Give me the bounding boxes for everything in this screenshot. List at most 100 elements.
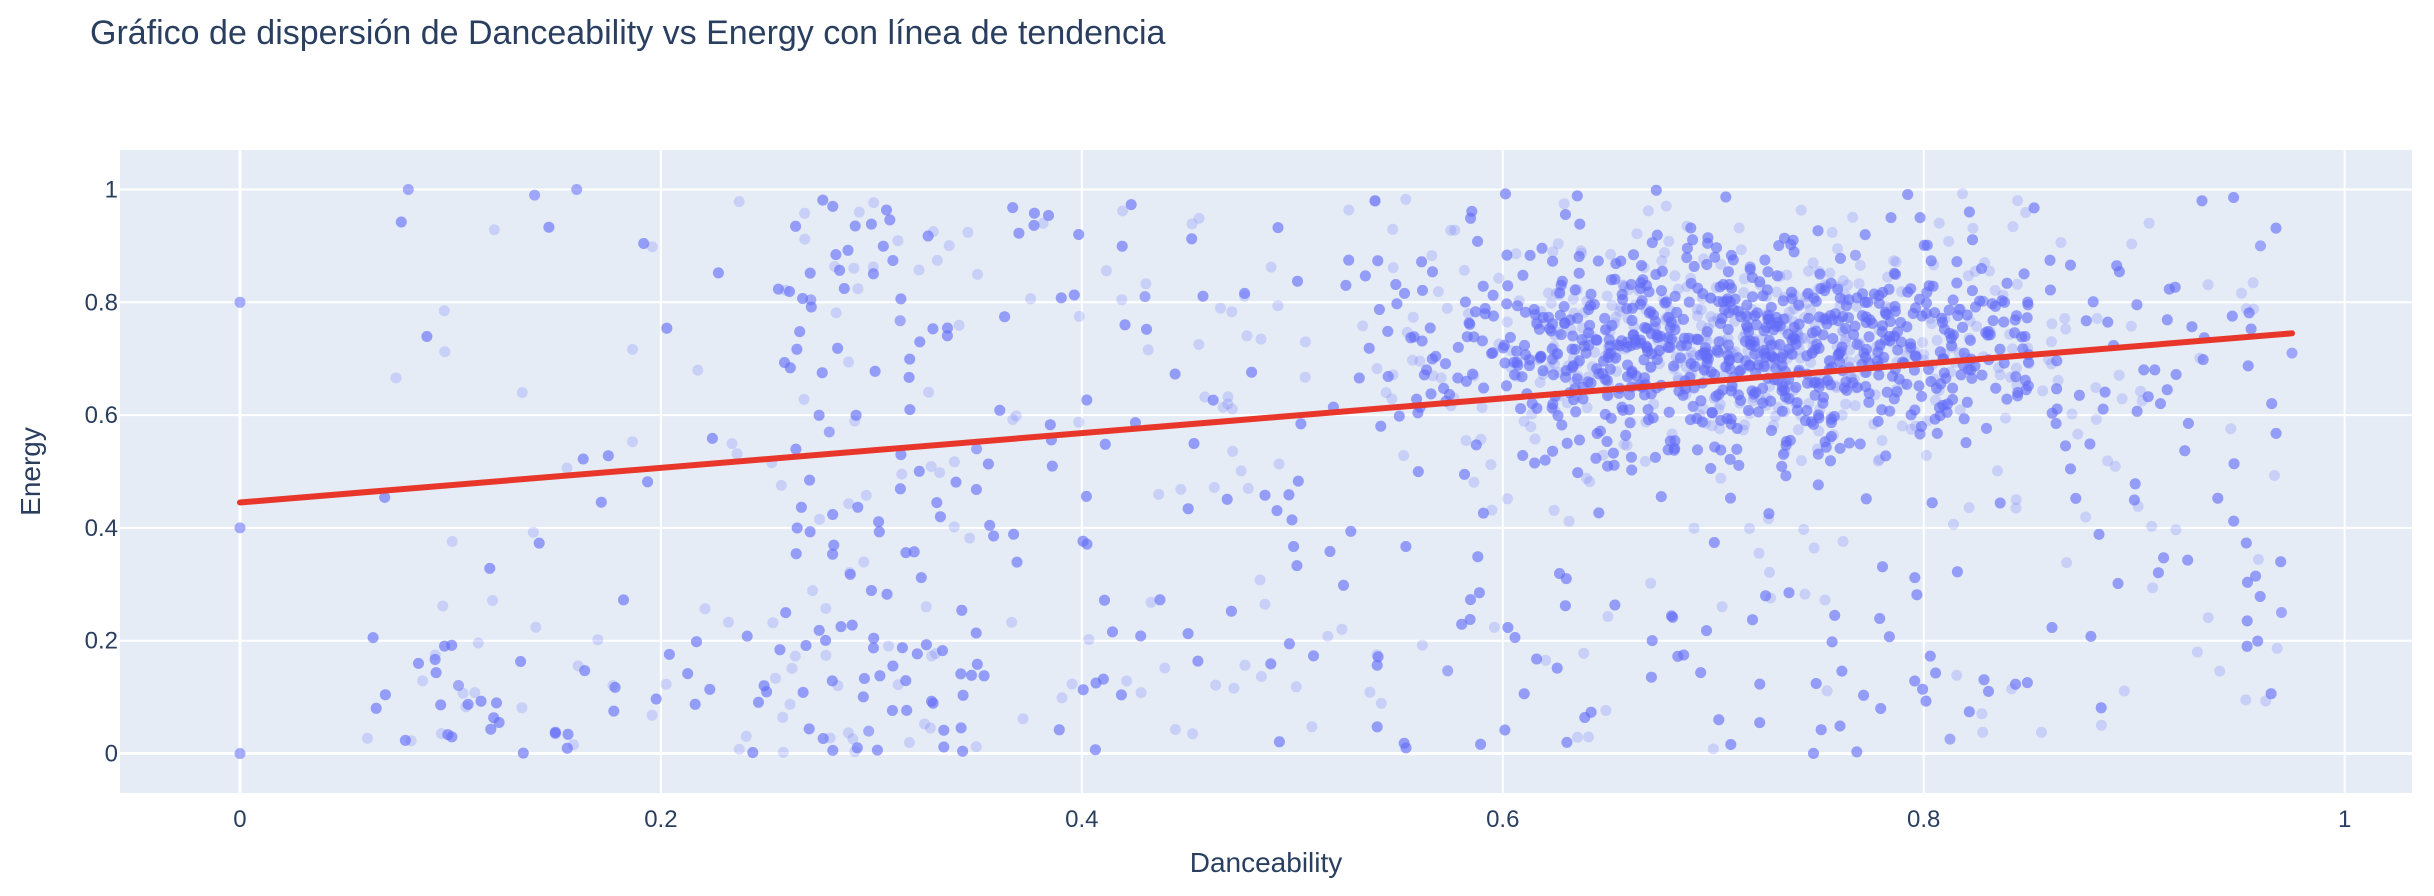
scatter-point xyxy=(1814,268,1826,280)
scatter-point xyxy=(1759,254,1771,266)
scatter-point xyxy=(1947,394,1959,405)
scatter-point xyxy=(1873,290,1885,301)
scatter-point xyxy=(2091,313,2103,324)
scatter-point xyxy=(1762,310,1774,322)
scatter-point xyxy=(842,244,854,256)
scatter-point xyxy=(1517,450,1529,461)
scatter-point xyxy=(1547,445,1559,457)
scatter-point xyxy=(446,731,458,743)
scatter-point xyxy=(1724,354,1736,366)
scatter-point xyxy=(926,650,938,662)
scatter-point xyxy=(1942,398,1953,410)
scatter-point xyxy=(1700,342,1711,354)
scatter-point xyxy=(1547,445,1559,457)
scatter-point xyxy=(1622,312,1634,324)
scatter-point xyxy=(1623,283,1635,295)
scatter-point xyxy=(1610,258,1622,270)
scatter-point xyxy=(1459,296,1471,308)
scatter-point xyxy=(1464,614,1476,625)
scatter-point xyxy=(1859,296,1871,308)
scatter-point xyxy=(1605,274,1617,286)
scatter-point xyxy=(1475,738,1487,750)
scatter-point xyxy=(1141,323,1152,335)
scatter-point xyxy=(881,588,893,600)
scatter-point xyxy=(1529,457,1541,469)
scatter-point xyxy=(2060,440,2071,452)
scatter-point xyxy=(2149,364,2161,376)
scatter-point xyxy=(1535,351,1547,363)
scatter-point xyxy=(849,746,861,758)
scatter-point xyxy=(1432,286,1444,298)
scatter-point xyxy=(1601,436,1613,447)
scatter-point xyxy=(817,194,829,206)
scatter-point xyxy=(1740,355,1752,367)
scatter-point xyxy=(1930,667,1942,679)
scatter-point xyxy=(1743,405,1754,416)
scatter-point xyxy=(1831,382,1843,393)
scatter-point xyxy=(1621,341,1633,353)
scatter-point xyxy=(1135,630,1147,642)
scatter-point xyxy=(1642,404,1654,416)
scatter-point xyxy=(1821,281,1833,293)
scatter-point xyxy=(1837,351,1849,363)
scatter-point xyxy=(1758,325,1770,337)
scatter-point xyxy=(2142,391,2154,403)
scatter-point xyxy=(1687,350,1699,362)
scatter-point xyxy=(1639,389,1651,401)
scatter-point xyxy=(1983,685,1994,697)
scatter-point xyxy=(1650,184,1662,196)
scatter-point xyxy=(362,732,373,744)
scatter-point xyxy=(1246,366,1258,378)
scatter-point xyxy=(1825,411,1837,423)
scatter-point xyxy=(1805,357,1817,368)
scatter-point xyxy=(1626,315,1638,326)
scatter-point xyxy=(1650,321,1662,333)
scatter-point xyxy=(1824,267,1836,279)
scatter-point xyxy=(1934,410,1946,422)
scatter-point xyxy=(1608,459,1620,471)
scatter-point xyxy=(1116,294,1128,306)
scatter-point xyxy=(2046,622,2058,633)
scatter-point xyxy=(1764,309,1776,321)
scatter-point xyxy=(1840,300,1852,312)
scatter-point xyxy=(1715,317,1726,329)
scatter-point xyxy=(1883,631,1895,643)
scatter-point xyxy=(1573,267,1585,279)
scatter-point xyxy=(848,262,860,274)
scatter-point xyxy=(1590,452,1602,464)
scatter-point xyxy=(1854,339,1866,351)
scatter-point xyxy=(1438,382,1450,394)
scatter-point xyxy=(1073,310,1085,322)
scatter-point xyxy=(1843,294,1855,306)
scatter-point xyxy=(838,283,850,294)
scatter-point xyxy=(1659,247,1671,259)
scatter-point xyxy=(1765,357,1777,369)
scatter-point xyxy=(1663,311,1675,323)
scatter-point xyxy=(395,216,407,228)
scatter-point xyxy=(978,670,990,682)
scatter-point xyxy=(2228,192,2240,203)
scatter-point xyxy=(1643,286,1655,298)
scatter-point xyxy=(2169,281,2181,293)
scatter-point xyxy=(1777,348,1789,360)
scatter-point xyxy=(1815,724,1827,736)
scatter-point xyxy=(2241,615,2253,627)
scatter-point xyxy=(1843,312,1854,324)
scatter-point xyxy=(1808,292,1820,304)
scatter-point xyxy=(1565,324,1577,335)
scatter-point xyxy=(1745,339,1757,351)
scatter-point xyxy=(1700,417,1711,429)
scatter-point xyxy=(1542,287,1554,299)
scatter-point xyxy=(1407,354,1418,366)
scatter-point xyxy=(894,315,906,327)
scatter-point xyxy=(1554,309,1566,321)
scatter-point xyxy=(1604,340,1616,352)
scatter-point xyxy=(794,326,806,338)
scatter-point xyxy=(1561,437,1573,449)
scatter-point xyxy=(2019,374,2031,386)
scatter-point xyxy=(1645,577,1657,589)
scatter-point xyxy=(1687,333,1699,345)
scatter-point xyxy=(1391,298,1403,310)
scatter-point xyxy=(1924,650,1936,662)
scatter-point xyxy=(2113,369,2125,381)
